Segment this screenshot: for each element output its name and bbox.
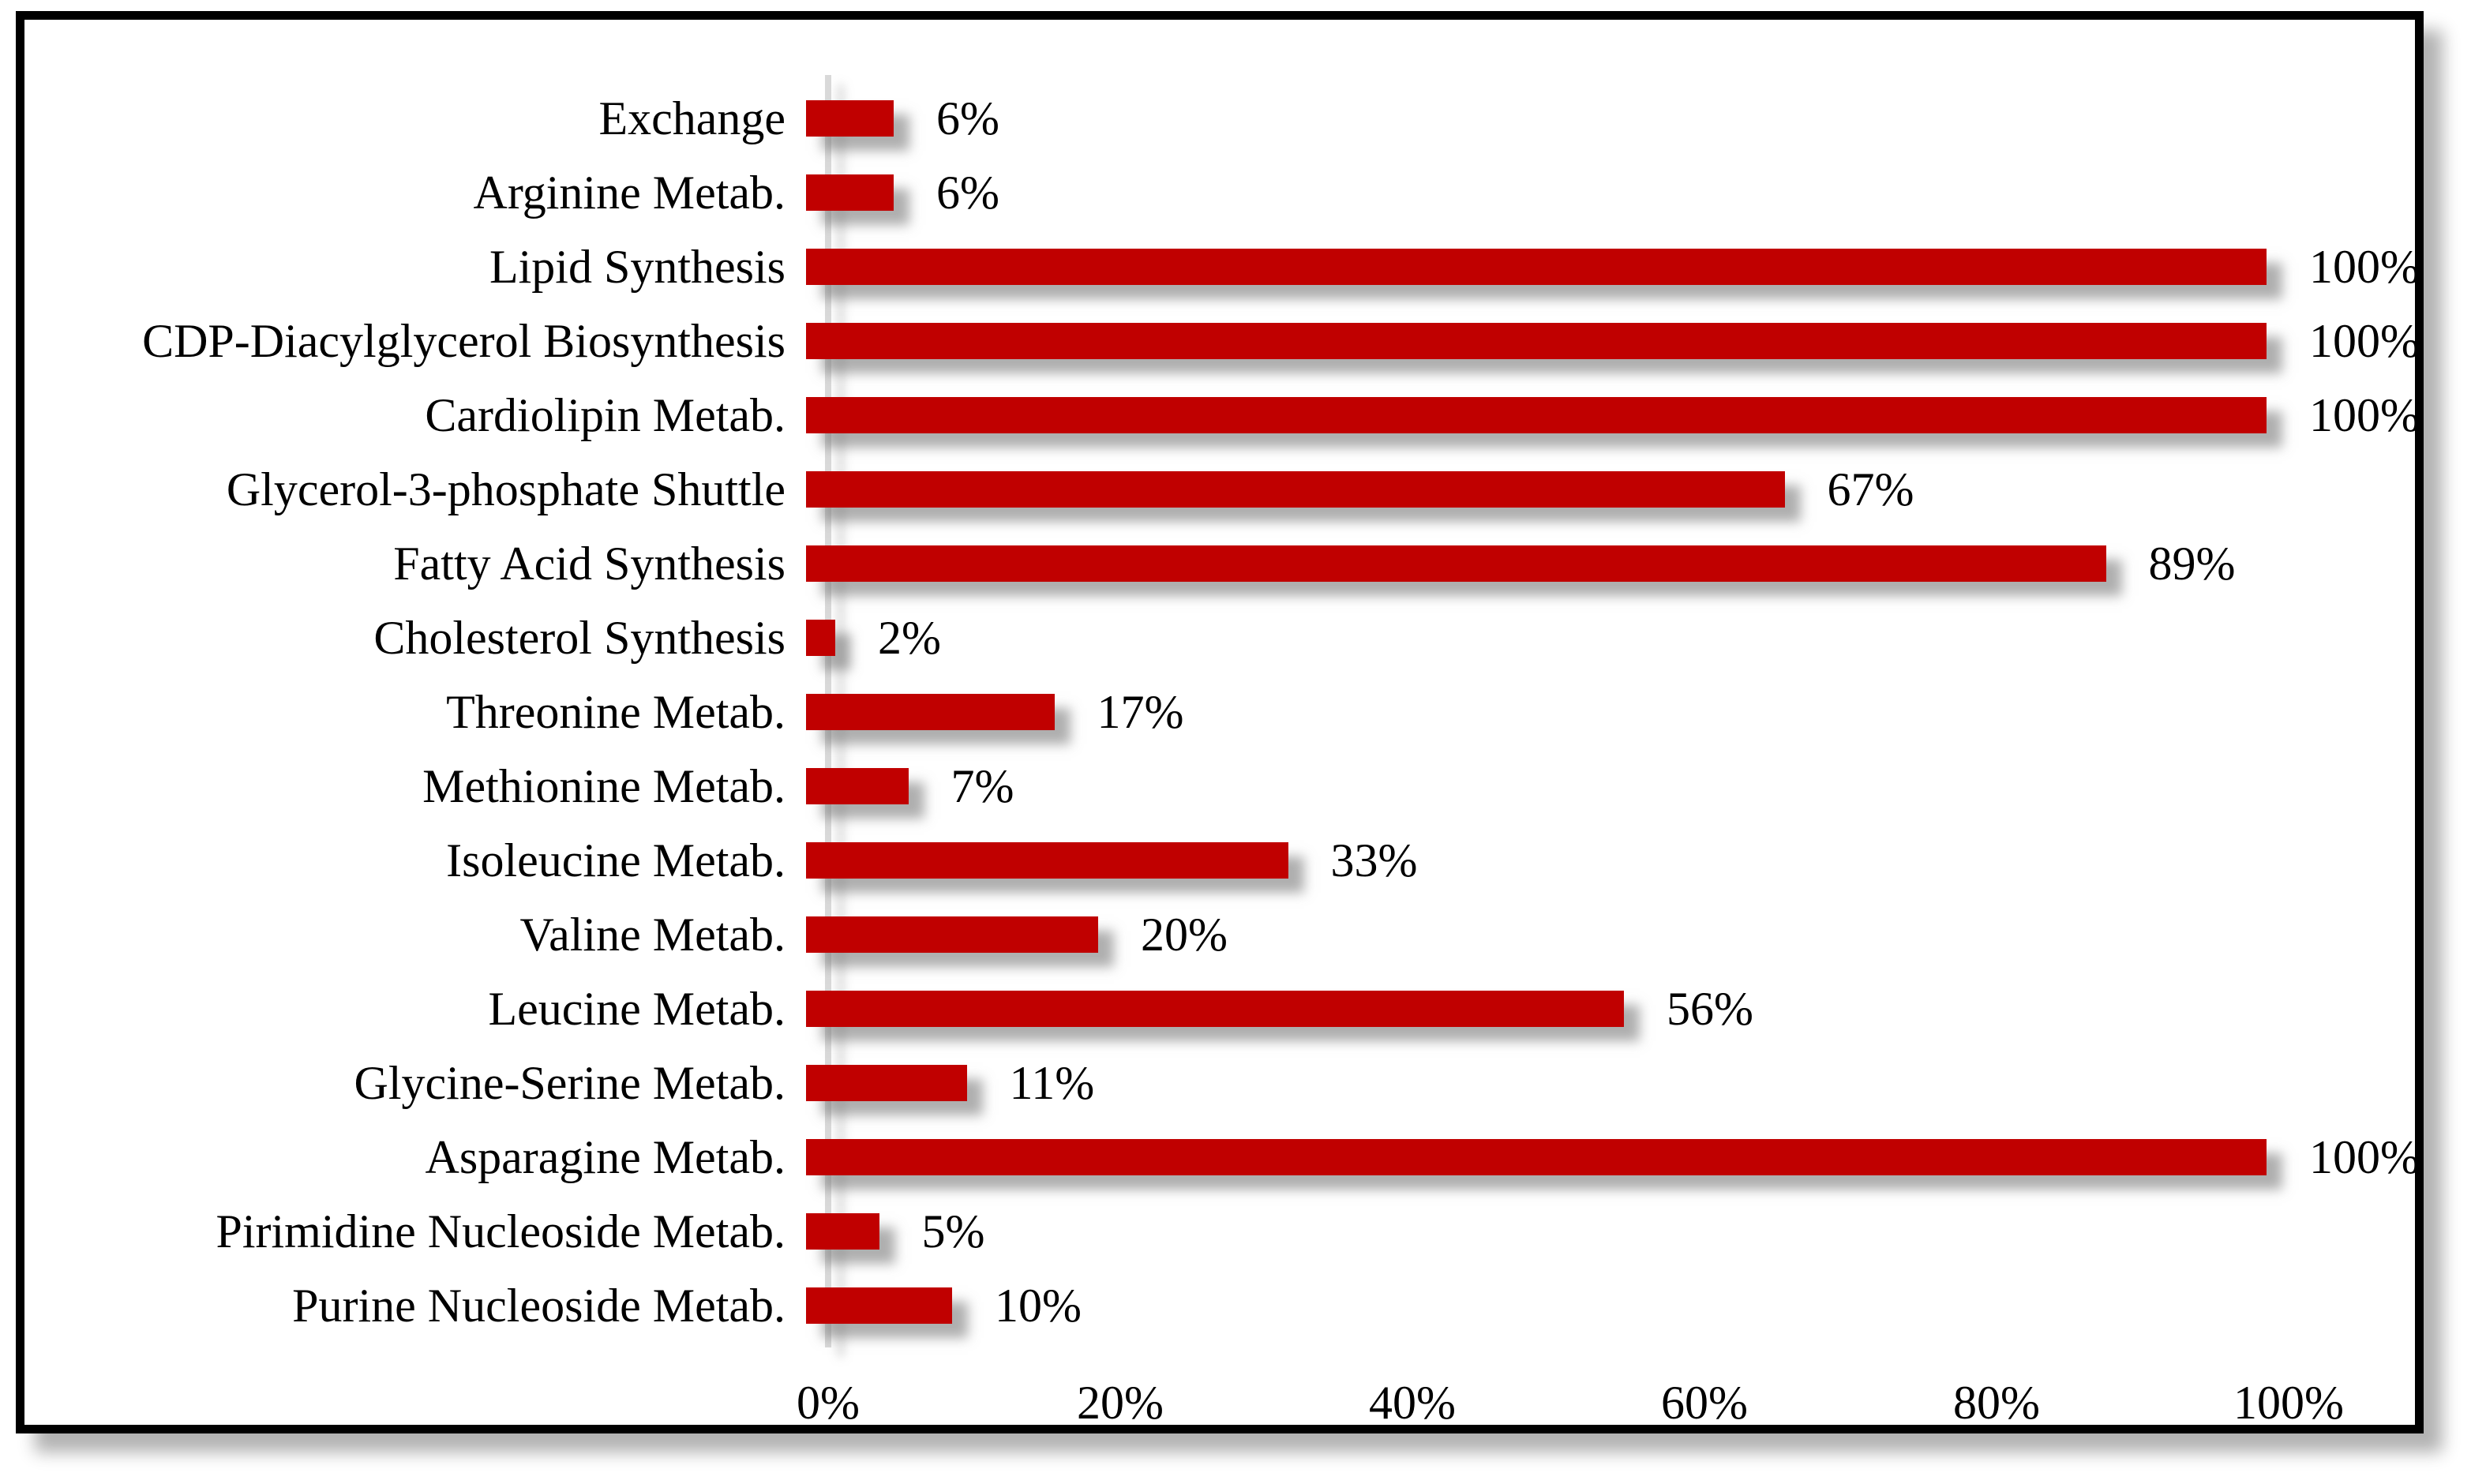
x-axis-tick-label: 20% [1077, 1377, 1164, 1429]
category-label: Methionine Metab. [422, 760, 786, 812]
category-label: Leucine Metab. [488, 983, 786, 1035]
bar-zone: 100% [806, 230, 2420, 304]
value-label: 100% [2309, 315, 2420, 367]
bar-zone: 56% [806, 972, 2415, 1046]
value-label: 10% [995, 1280, 1082, 1332]
bar-zone: 7% [806, 749, 2415, 823]
chart-row: Cholesterol Synthesis 2% [24, 601, 2415, 675]
value-label: 11% [1009, 1057, 1095, 1109]
category-label: CDP-Diacylglycerol Biosynthesis [142, 315, 786, 367]
chart-row: Cardiolipin Metab. 100% [24, 378, 2420, 452]
bar [806, 174, 894, 211]
value-label: 89% [2148, 538, 2236, 590]
chart-row: Purine Nucleoside Metab. 10% [24, 1269, 2415, 1343]
value-label: 100% [2309, 389, 2420, 441]
chart-row: Asparagine Metab. 100% [24, 1120, 2420, 1194]
chart-row: Isoleucine Metab. 33% [24, 823, 2415, 898]
chart-row: Glycerol-3-phosphate Shuttle 67% [24, 452, 2415, 527]
chart-row: Leucine Metab. 56% [24, 972, 2415, 1046]
value-label: 67% [1827, 463, 1914, 515]
x-axis-tick-label: 40% [1369, 1377, 1456, 1429]
value-label: 33% [1330, 834, 1418, 886]
category-label: Pirimidine Nucleoside Metab. [216, 1205, 786, 1257]
x-axis-ticks: 0% 20% 40% 60% 80% 100% [24, 1379, 2415, 1442]
chart-row: Lipid Synthesis 100% [24, 230, 2420, 304]
bar [806, 991, 1624, 1027]
chart-row: CDP-Diacylglycerol Biosynthesis 100% [24, 304, 2420, 378]
chart-row: Exchange 6% [24, 81, 2415, 156]
value-label: 17% [1097, 686, 1184, 738]
chart-frame: Exchange 6% Arginine Metab. 6% Lipid Synthes… [16, 11, 2424, 1433]
chart-row: Glycine-Serine Metab. 11% [24, 1046, 2415, 1120]
x-axis-tick-label: 0% [797, 1377, 860, 1429]
chart-row: Valine Metab. 20% [24, 898, 2415, 972]
bar [806, 249, 2267, 285]
bar [806, 620, 835, 656]
value-label: 5% [921, 1205, 985, 1257]
bar-zone: 6% [806, 156, 2415, 230]
bar [806, 1139, 2267, 1175]
bar [806, 1287, 952, 1324]
bar [806, 916, 1098, 953]
category-label: Lipid Synthesis [489, 241, 786, 293]
chart-row: Methionine Metab. 7% [24, 749, 2415, 823]
x-axis-tick-label: 100% [2233, 1377, 2344, 1429]
bar [806, 694, 1055, 730]
bar-zone: 11% [806, 1046, 2415, 1120]
category-label: Fatty Acid Synthesis [393, 538, 786, 590]
x-axis-tick-label: 80% [1953, 1377, 2040, 1429]
bar [806, 1213, 879, 1250]
bar [806, 323, 2267, 359]
bar-zone: 100% [806, 378, 2420, 452]
chart-row: Threonine Metab. 17% [24, 675, 2415, 749]
value-label: 100% [2309, 241, 2420, 293]
category-label: Valine Metab. [519, 909, 786, 961]
bar [806, 100, 894, 137]
category-label: Asparagine Metab. [425, 1131, 786, 1183]
bar-zone: 5% [806, 1194, 2415, 1269]
category-label: Cholesterol Synthesis [373, 612, 786, 664]
value-label: 100% [2309, 1131, 2420, 1183]
bar-rows: Exchange 6% Arginine Metab. 6% Lipid Synthes… [24, 81, 2420, 1343]
bar [806, 768, 909, 804]
value-label: 20% [1141, 909, 1228, 961]
value-label: 2% [878, 612, 941, 664]
bar [806, 842, 1288, 879]
value-label: 7% [951, 760, 1014, 812]
chart-row: Pirimidine Nucleoside Metab. 5% [24, 1194, 2415, 1269]
bar-zone: 89% [806, 527, 2415, 601]
bar-zone: 67% [806, 452, 2415, 527]
bar [806, 471, 1785, 508]
x-axis-tick-label: 60% [1661, 1377, 1748, 1429]
category-label: Glycine-Serine Metab. [354, 1057, 786, 1109]
bar-zone: 100% [806, 304, 2420, 378]
bar-zone: 6% [806, 81, 2415, 156]
bar [806, 1065, 967, 1101]
category-label: Isoleucine Metab. [446, 834, 786, 886]
category-label: Purine Nucleoside Metab. [292, 1280, 786, 1332]
category-label: Cardiolipin Metab. [425, 389, 786, 441]
chart-row: Arginine Metab. 6% [24, 156, 2415, 230]
category-label: Glycerol-3-phosphate Shuttle [226, 463, 786, 515]
bar-zone: 17% [806, 675, 2415, 749]
value-label: 6% [936, 167, 999, 219]
value-label: 6% [936, 92, 999, 144]
bar-zone: 2% [806, 601, 2415, 675]
category-label: Arginine Metab. [473, 167, 786, 219]
bar-zone: 100% [806, 1120, 2420, 1194]
bar [806, 397, 2267, 433]
bar-chart: Exchange 6% Arginine Metab. 6% Lipid Synthes… [24, 20, 2420, 1426]
category-label: Exchange [598, 92, 786, 144]
value-label: 56% [1667, 983, 1753, 1035]
chart-row: Fatty Acid Synthesis 89% [24, 527, 2415, 601]
bar-zone: 10% [806, 1269, 2415, 1343]
bar-zone: 20% [806, 898, 2415, 972]
category-label: Threonine Metab. [446, 686, 786, 738]
bar-zone: 33% [806, 823, 2415, 898]
bar [806, 545, 2106, 582]
